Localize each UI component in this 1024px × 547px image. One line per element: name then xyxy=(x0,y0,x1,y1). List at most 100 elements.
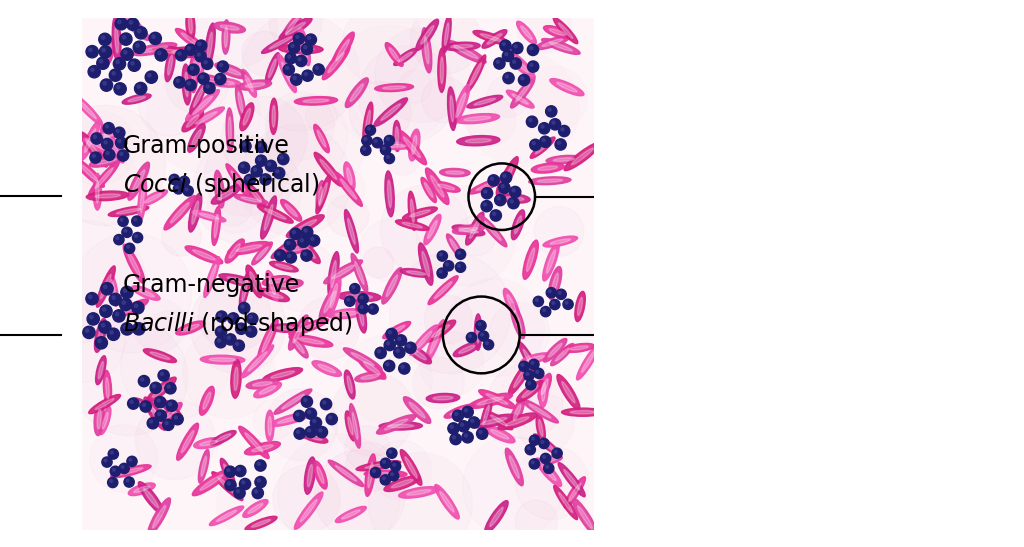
Circle shape xyxy=(513,60,516,63)
Ellipse shape xyxy=(553,158,574,161)
Circle shape xyxy=(206,85,209,88)
Ellipse shape xyxy=(128,96,145,102)
Circle shape xyxy=(529,46,532,50)
Circle shape xyxy=(451,425,454,428)
Ellipse shape xyxy=(222,20,229,54)
Ellipse shape xyxy=(177,423,199,460)
Circle shape xyxy=(145,71,158,83)
Circle shape xyxy=(393,347,404,358)
Circle shape xyxy=(236,342,239,346)
Ellipse shape xyxy=(385,43,403,66)
Circle shape xyxy=(242,31,287,75)
Circle shape xyxy=(140,378,143,381)
Ellipse shape xyxy=(549,42,572,51)
Circle shape xyxy=(408,345,411,348)
Circle shape xyxy=(296,430,300,433)
Ellipse shape xyxy=(218,478,237,494)
Circle shape xyxy=(529,63,534,67)
Ellipse shape xyxy=(234,195,268,205)
Ellipse shape xyxy=(424,183,433,197)
Circle shape xyxy=(274,249,286,261)
Circle shape xyxy=(366,125,376,135)
Circle shape xyxy=(234,465,246,476)
Ellipse shape xyxy=(350,84,364,102)
Circle shape xyxy=(158,370,169,381)
Circle shape xyxy=(548,108,551,111)
Circle shape xyxy=(550,119,561,130)
Ellipse shape xyxy=(105,377,110,399)
Circle shape xyxy=(390,461,400,472)
Ellipse shape xyxy=(434,282,452,299)
Circle shape xyxy=(483,203,486,206)
Ellipse shape xyxy=(510,399,524,426)
Ellipse shape xyxy=(324,291,336,313)
Circle shape xyxy=(118,139,121,143)
Ellipse shape xyxy=(279,238,301,253)
Circle shape xyxy=(101,36,104,39)
Ellipse shape xyxy=(478,389,515,409)
Ellipse shape xyxy=(209,358,236,362)
Circle shape xyxy=(135,27,147,39)
Ellipse shape xyxy=(225,239,245,263)
Circle shape xyxy=(360,296,364,299)
Ellipse shape xyxy=(480,417,507,424)
Circle shape xyxy=(368,304,378,314)
Circle shape xyxy=(447,423,459,434)
Ellipse shape xyxy=(314,152,342,187)
Ellipse shape xyxy=(398,52,413,62)
Circle shape xyxy=(114,57,126,70)
Ellipse shape xyxy=(139,402,157,413)
Circle shape xyxy=(329,416,332,419)
Ellipse shape xyxy=(233,367,239,391)
Circle shape xyxy=(286,252,297,263)
Ellipse shape xyxy=(328,53,344,73)
Circle shape xyxy=(267,162,270,166)
Ellipse shape xyxy=(553,18,578,44)
Ellipse shape xyxy=(104,133,111,158)
Ellipse shape xyxy=(275,280,303,289)
Ellipse shape xyxy=(91,131,122,139)
Ellipse shape xyxy=(147,498,171,536)
Circle shape xyxy=(539,438,549,449)
Ellipse shape xyxy=(476,321,479,343)
Ellipse shape xyxy=(561,408,604,416)
Ellipse shape xyxy=(263,368,302,381)
Circle shape xyxy=(171,177,174,179)
Circle shape xyxy=(386,363,389,366)
Circle shape xyxy=(101,138,113,150)
Circle shape xyxy=(503,174,506,177)
Circle shape xyxy=(273,167,285,179)
Ellipse shape xyxy=(438,184,455,190)
Circle shape xyxy=(368,127,371,130)
Ellipse shape xyxy=(509,358,534,395)
Ellipse shape xyxy=(111,465,152,478)
Ellipse shape xyxy=(113,17,121,62)
Circle shape xyxy=(313,64,325,75)
Ellipse shape xyxy=(94,318,106,352)
Ellipse shape xyxy=(497,156,518,195)
Circle shape xyxy=(130,400,133,404)
Ellipse shape xyxy=(384,476,420,491)
Ellipse shape xyxy=(484,222,501,240)
Ellipse shape xyxy=(315,175,331,214)
Ellipse shape xyxy=(80,164,98,181)
Ellipse shape xyxy=(264,208,286,219)
Circle shape xyxy=(450,433,461,445)
Circle shape xyxy=(166,400,177,411)
Circle shape xyxy=(384,339,395,351)
Ellipse shape xyxy=(304,457,315,494)
Circle shape xyxy=(127,246,129,248)
Ellipse shape xyxy=(388,325,406,335)
Ellipse shape xyxy=(219,274,260,287)
Circle shape xyxy=(240,479,251,490)
Ellipse shape xyxy=(238,92,243,113)
Ellipse shape xyxy=(446,234,463,258)
Circle shape xyxy=(552,448,562,458)
Ellipse shape xyxy=(274,389,312,414)
Ellipse shape xyxy=(501,165,514,188)
Ellipse shape xyxy=(278,415,303,423)
Ellipse shape xyxy=(323,45,350,80)
Circle shape xyxy=(404,342,416,353)
Circle shape xyxy=(89,48,92,51)
Ellipse shape xyxy=(148,404,162,423)
